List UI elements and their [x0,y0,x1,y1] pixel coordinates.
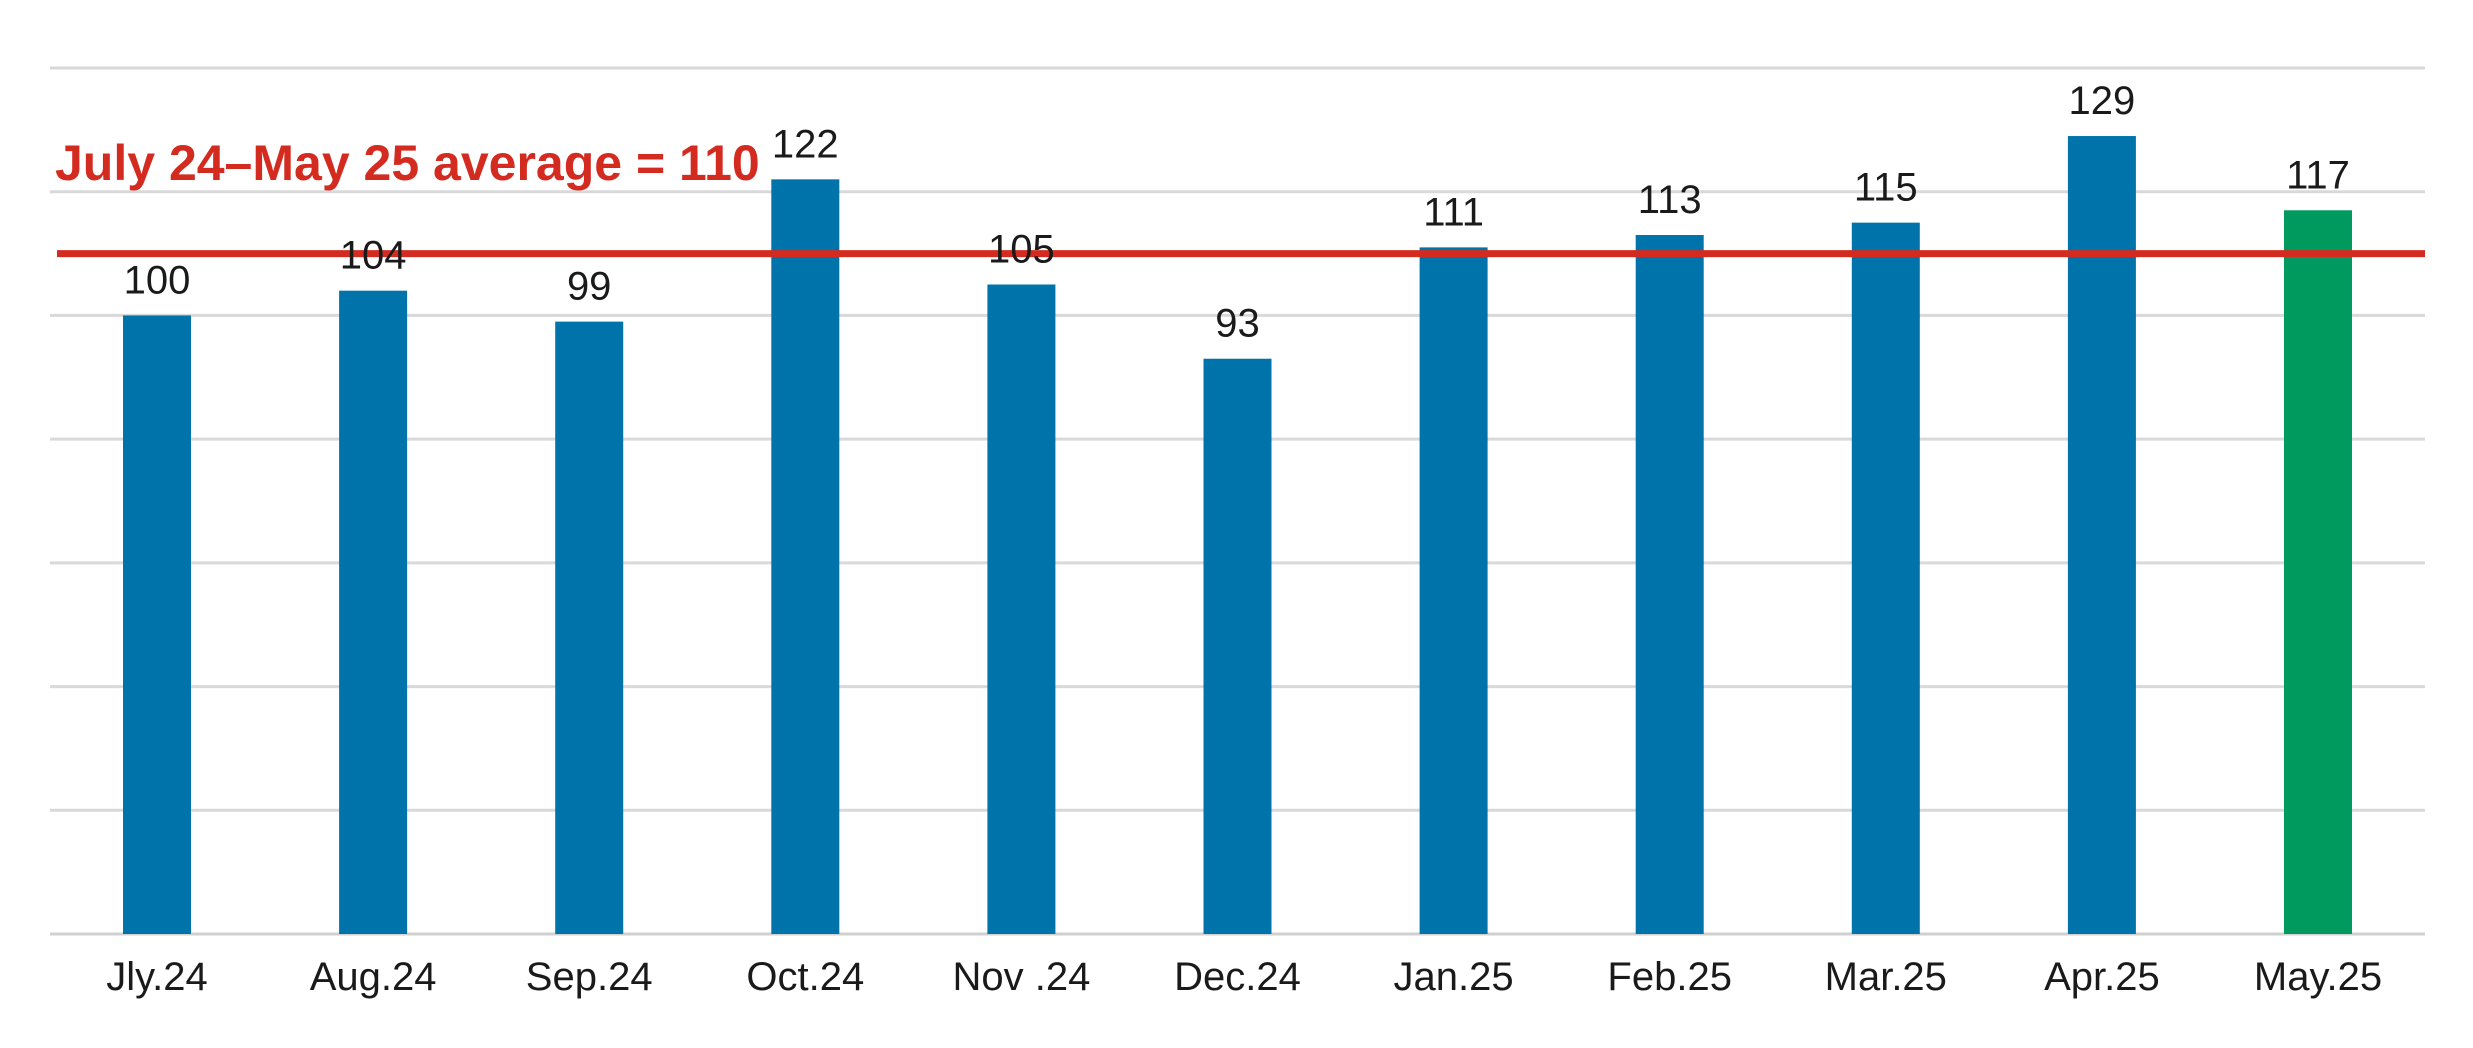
x-tick-label: Sep.24 [526,955,653,999]
bar-10 [2067,136,2136,935]
data-label: 100 [124,258,191,302]
x-tick-label: Oct.24 [746,955,864,999]
x-tick-label: Feb.25 [1607,955,1732,999]
bar-3 [555,321,624,935]
bar-9 [1851,222,1920,935]
bar-11 [2284,210,2352,934]
data-label: 113 [1638,178,1702,222]
x-tick-label: Aug.24 [310,955,437,999]
data-label: 129 [2069,79,2136,123]
data-label: 115 [1854,166,1918,210]
bar-1 [123,315,191,934]
x-tick-label: May.25 [2254,955,2382,999]
bar-8 [1635,235,1704,934]
data-label: 122 [772,122,839,166]
data-label: 117 [2286,153,2350,197]
data-label: 111 [1423,190,1484,234]
x-tick-labels: Jly.24 Aug.24 Sep.24 Oct.24 Nov .24 Dec.24 Jan… [106,955,2382,999]
average-label: July 24–May 25 average = 110 [55,135,760,191]
bar-6 [1203,358,1272,934]
data-label: 105 [988,228,1055,272]
x-tick-label: Dec.24 [1174,955,1301,999]
bar-4 [771,179,840,935]
x-tick-label: Nov .24 [952,955,1090,999]
x-tick-label: Mar.25 [1825,955,1947,999]
data-label: 99 [567,265,612,309]
bar-7 [1419,247,1488,934]
data-labels: 100 104 99 122 105 93 111 113 115 129 117 [124,79,2350,346]
data-label: 104 [340,234,407,278]
x-tick-label: Jan.25 [1394,955,1514,999]
x-tick-label: Jly.24 [106,955,208,999]
average-line-group: July 24–May 25 average = 110 [55,135,2425,258]
x-tick-label: Apr.25 [2044,955,2160,999]
bar-2 [339,290,408,935]
bars [123,136,2352,935]
data-label: 93 [1215,302,1260,346]
bar-5 [987,284,1056,934]
